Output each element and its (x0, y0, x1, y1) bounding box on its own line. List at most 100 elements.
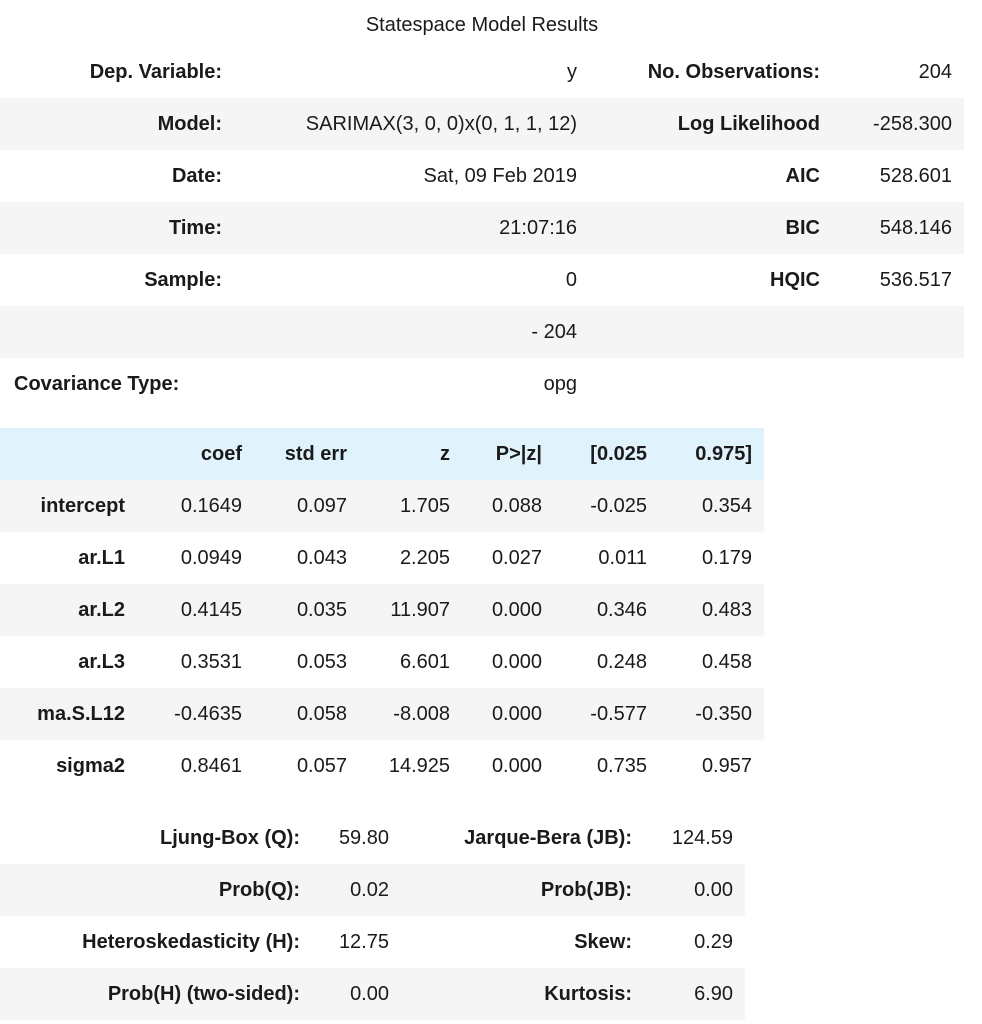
info-value: - 204 (531, 320, 577, 343)
table-row: ar.L3 0.3531 0.053 6.601 0.000 0.248 0.458 (0, 636, 764, 688)
param-value: 0.957 (701, 754, 752, 777)
table-row: intercept 0.1649 0.097 1.705 0.088 -0.025 0.35… (0, 480, 764, 532)
info-row: Dep. Variable: y No. Observations: 204 (0, 46, 964, 98)
param-value: 2.205 (399, 546, 450, 569)
info-value: -258.300 (873, 112, 952, 135)
info-label: HQIC (770, 268, 820, 291)
param-value: 0.043 (296, 546, 347, 569)
diagnostic-label: Skew: (574, 930, 632, 953)
diagnostic-value: 0.00 (694, 878, 733, 901)
info-row: Date: Sat, 09 Feb 2019 AIC 528.601 (0, 150, 964, 202)
info-label: Time: (169, 216, 222, 239)
table-row: ar.L2 0.4145 0.035 11.907 0.000 0.346 0.483 (0, 584, 764, 636)
info-label (589, 306, 832, 358)
info-label: Covariance Type: (14, 372, 180, 395)
diagnostic-value: 59.80 (338, 826, 389, 849)
diagnostic-row: Prob(H) (two-sided): 0.00 Kurtosis: 6.90 (0, 968, 745, 1020)
param-value: 0.088 (491, 494, 542, 517)
info-row: Covariance Type: opg (0, 358, 964, 410)
param-value: 0.458 (701, 650, 752, 673)
param-value: 0.053 (296, 650, 347, 673)
param-value: 0.735 (596, 754, 647, 777)
diagnostic-label: Prob(Q): (218, 878, 300, 901)
param-value: 0.354 (701, 494, 752, 517)
model-info-table: Dep. Variable: y No. Observations: 204 Model… (0, 46, 964, 410)
info-row: Sample: 0 HQIC 536.517 (0, 254, 964, 306)
diagnostic-value: 124.59 (671, 826, 733, 849)
info-label: Sample: (144, 268, 222, 291)
table-row: ar.L1 0.0949 0.043 2.205 0.027 0.011 0.179 (0, 532, 764, 584)
column-header: coef (200, 442, 242, 465)
info-value: SARIMAX(3, 0, 0)x(0, 1, 1, 12) (305, 112, 577, 135)
param-name: ar.L3 (78, 650, 125, 673)
info-label (589, 358, 832, 410)
column-header (0, 428, 137, 480)
param-value: 6.601 (399, 650, 450, 673)
param-value: 0.035 (296, 598, 347, 621)
diagnostic-label: Prob(H) (two-sided): (107, 982, 300, 1005)
param-name: intercept (40, 494, 125, 517)
info-row: Model: SARIMAX(3, 0, 0)x(0, 1, 1, 12) Log … (0, 98, 964, 150)
info-value: opg (543, 372, 577, 395)
diagnostic-value: 0.02 (350, 878, 389, 901)
param-value: 0.097 (296, 494, 347, 517)
diagnostic-label: Jarque-Bera (JB): (464, 826, 632, 849)
param-value: -0.4635 (174, 702, 242, 725)
info-label: BIC (785, 216, 820, 239)
param-name: ma.S.L12 (37, 702, 125, 725)
column-header: 0.975] (695, 442, 752, 465)
param-name: ar.L1 (78, 546, 125, 569)
diagnostics-table: Ljung-Box (Q): 59.80 Jarque-Bera (JB): 124.… (0, 812, 745, 1020)
coefficients-table: coef std err z P>|z| [0.025 0.975] intercept 0… (0, 428, 764, 792)
info-row: - 204 (0, 306, 964, 358)
param-value: 0.058 (296, 702, 347, 725)
info-value: 548.146 (879, 216, 952, 239)
param-value: 0.483 (701, 598, 752, 621)
diagnostic-value: 0.00 (350, 982, 389, 1005)
info-label: Log Likelihood (677, 112, 820, 135)
info-value (832, 358, 964, 410)
diagnostic-value: 12.75 (338, 930, 389, 953)
param-value: 0.000 (491, 650, 542, 673)
column-header: std err (284, 442, 347, 465)
info-row: Time: 21:07:16 BIC 548.146 (0, 202, 964, 254)
info-value: 0 (565, 268, 577, 291)
diagnostic-label: Heteroskedasticity (H): (82, 930, 300, 953)
param-value: 0.000 (491, 598, 542, 621)
param-value: -0.025 (590, 494, 647, 517)
info-label: No. Observations: (647, 60, 820, 83)
param-value: 0.027 (491, 546, 542, 569)
param-name: sigma2 (56, 754, 125, 777)
info-value: 21:07:16 (499, 216, 577, 239)
info-value: Sat, 09 Feb 2019 (423, 164, 577, 187)
param-value: 0.000 (491, 702, 542, 725)
param-value: -0.350 (695, 702, 752, 725)
info-label (0, 306, 234, 358)
table-row: ma.S.L12 -0.4635 0.058 -8.008 0.000 -0.577 -0.… (0, 688, 764, 740)
diagnostic-row: Prob(Q): 0.02 Prob(JB): 0.00 (0, 864, 745, 916)
diagnostic-value: 0.29 (694, 930, 733, 953)
param-value: 14.925 (388, 754, 450, 777)
info-value: 528.601 (879, 164, 952, 187)
param-value: -8.008 (393, 702, 450, 725)
coef-header-row: coef std err z P>|z| [0.025 0.975] (0, 428, 764, 480)
info-value (832, 306, 964, 358)
diagnostic-row: Heteroskedasticity (H): 12.75 Skew: 0.29 (0, 916, 745, 968)
param-value: 0.3531 (180, 650, 242, 673)
info-value: 536.517 (879, 268, 952, 291)
param-value: 0.1649 (180, 494, 242, 517)
diagnostic-label: Prob(JB): (540, 878, 632, 901)
table-title: Statespace Model Results (365, 14, 599, 36)
param-value: 0.4145 (180, 598, 242, 621)
info-label: Date: (171, 164, 222, 187)
param-value: -0.577 (590, 702, 647, 725)
param-value: 0.8461 (180, 754, 242, 777)
diagnostic-label: Ljung-Box (Q): (160, 826, 300, 849)
param-value: 11.907 (390, 598, 450, 621)
info-label: Model: (157, 112, 222, 135)
table-row: sigma2 0.8461 0.057 14.925 0.000 0.735 0.957 (0, 740, 764, 792)
diagnostic-value: 6.90 (694, 982, 733, 1005)
param-value: 0.179 (701, 546, 752, 569)
param-value: 0.248 (596, 650, 647, 673)
info-label: AIC (785, 164, 820, 187)
